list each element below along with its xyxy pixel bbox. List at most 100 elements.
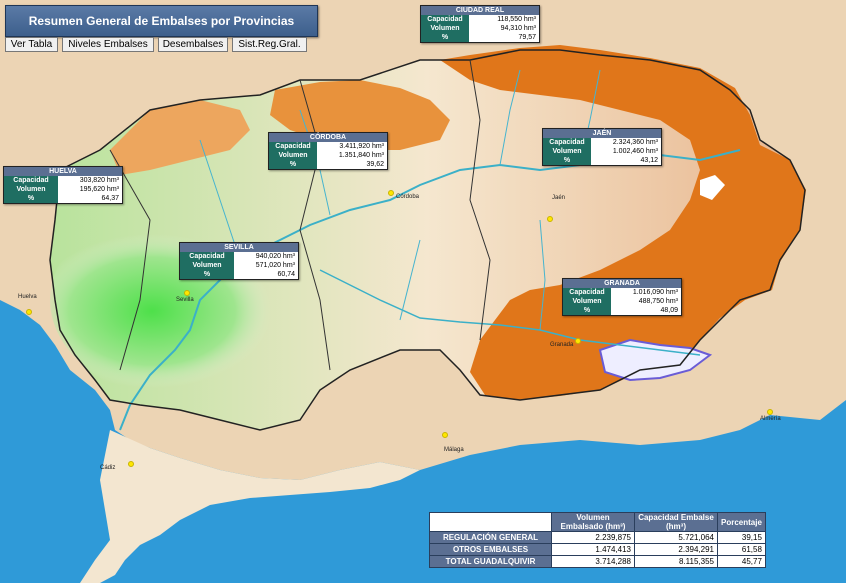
panel-granada[interactable]: GRANADA Capacidad 1.016,090 hm³ Volumen 48… (562, 278, 682, 316)
capacidad-value: 118,550 hm³ (497, 16, 536, 23)
city-marker-granada[interactable] (575, 338, 581, 344)
city-marker-almeria[interactable] (767, 409, 773, 415)
panel-title: HUELVA (4, 167, 122, 176)
snow-patches (700, 175, 725, 200)
province-border-2 (469, 59, 491, 341)
row-volumen: 1.474,413 (551, 543, 635, 556)
summary-header-row: Volumen Embalsado (hm³) Capacidad Embals… (429, 512, 766, 532)
row-capacidad: 5.721,064 (634, 531, 718, 544)
row-capacidad: 2.394,291 (634, 543, 718, 556)
tributary-north-3 (299, 109, 331, 216)
volumen-value: 1.351,840 hm³ (338, 152, 384, 159)
summary-header-capacidad: Capacidad Embalse (hm³) (634, 512, 718, 532)
city-label-huelva: Huelva (18, 294, 37, 300)
coast-strip-south (80, 430, 420, 583)
row-label: REGULACIÓN GENERAL (429, 531, 552, 544)
city-marker-malaga[interactable] (442, 432, 448, 438)
capacidad-value: 303,820 hm³ (79, 177, 119, 184)
volumen-label: Volumen (421, 24, 469, 33)
row-porcentaje: 61,58 (717, 543, 766, 556)
tributary-north-1 (499, 69, 521, 166)
province-border-3 (299, 79, 331, 371)
panel-title: CIUDAD REAL (421, 6, 539, 15)
city-label-almeria: Almería (760, 416, 781, 422)
tributary-north-4 (199, 139, 241, 261)
volumen-value: 1.002,460 hm³ (612, 148, 658, 155)
capacidad-label: Capacidad (4, 176, 58, 185)
volumen-value: 195,620 hm³ (79, 186, 119, 193)
volumen-value: 488,750 hm³ (638, 298, 678, 305)
summary-header-porcentaje: Porcentaje (717, 512, 766, 532)
capacidad-label: Capacidad (269, 142, 317, 151)
genil-river (319, 269, 701, 356)
volumen-value: 571,020 hm³ (255, 262, 295, 269)
row-volumen: 3.714,288 (551, 555, 635, 568)
city-label-malaga: Málaga (444, 447, 464, 453)
tributary-south-2 (399, 239, 421, 321)
volumen-label: Volumen (563, 297, 611, 306)
city-marker-sevilla[interactable] (184, 290, 190, 296)
capacidad-label: Capacidad (180, 252, 234, 261)
porcentaje-value: 48,09 (660, 307, 678, 314)
porcentaje-label: % (543, 156, 591, 165)
volumen-label: Volumen (180, 261, 234, 270)
page-title: Resumen General de Embalses por Provinci… (5, 5, 318, 37)
panel-huelva[interactable]: HUELVA Capacidad 303,820 hm³ Volumen 195,6… (3, 166, 123, 204)
porcentaje-value: 79,57 (518, 34, 536, 41)
city-marker-cadiz[interactable] (128, 461, 134, 467)
panel-ciudad-real[interactable]: CIUDAD REAL Capacidad 118,550 hm³ Volumen… (420, 5, 540, 43)
porcentaje-value: 39,62 (366, 161, 384, 168)
row-capacidad: 8.115,355 (634, 555, 718, 568)
city-marker-huelva[interactable] (26, 309, 32, 315)
city-marker-cordoba[interactable] (388, 190, 394, 196)
desembalses-button[interactable]: Desembalses (158, 37, 228, 52)
niveles-embalses-button[interactable]: Niveles Embalses (62, 37, 154, 52)
orange-highland-east (440, 45, 806, 400)
table-row: OTROS EMBALSES 1.474,413 2.394,291 61,58 (429, 543, 766, 556)
porcentaje-label: % (269, 160, 317, 169)
city-label-sevilla: Sevilla (176, 297, 194, 303)
city-label-cordoba: Córdoba (396, 194, 420, 200)
panel-title: SEVILLA (180, 243, 298, 252)
porcentaje-label: % (4, 194, 58, 203)
panel-title: CÓRDOBA (269, 133, 387, 142)
porcentaje-value: 64,37 (101, 195, 119, 202)
volumen-label: Volumen (269, 151, 317, 160)
ver-tabla-button[interactable]: Ver Tabla (5, 37, 58, 52)
sist-reg-gral-button[interactable]: Sist.Reg.Gral. (232, 37, 307, 52)
city-marker-jaen[interactable] (547, 216, 553, 222)
row-porcentaje: 45,77 (717, 555, 766, 568)
volumen-value: 94,310 hm³ (500, 25, 536, 32)
porcentaje-label: % (180, 270, 234, 279)
table-row: REGULACIÓN GENERAL 2.239,875 5.721,064 3… (429, 531, 766, 544)
capacidad-value: 2.324,360 hm³ (612, 139, 658, 146)
capacidad-label: Capacidad (543, 138, 591, 147)
capacidad-label: Capacidad (421, 15, 469, 24)
tributary-south-1 (539, 219, 546, 331)
panel-title: GRANADA (563, 279, 681, 288)
summary-header-volumen: Volumen Embalsado (hm³) (551, 512, 635, 532)
summary-table: Volumen Embalsado (hm³) Capacidad Embals… (429, 512, 766, 568)
panel-jaen[interactable]: JAÉN Capacidad 2.324,360 hm³ Volumen 1.002… (542, 128, 662, 166)
panel-sevilla[interactable]: SEVILLA Capacidad 940,020 hm³ Volumen 571,… (179, 242, 299, 280)
row-volumen: 2.239,875 (551, 531, 635, 544)
capacidad-value: 940,020 hm³ (255, 253, 295, 260)
panel-title: JAÉN (543, 129, 661, 138)
city-label-cadiz: Cádiz (100, 465, 116, 471)
capacidad-value: 1.016,090 hm³ (632, 289, 678, 296)
porcentaje-label: % (421, 33, 469, 42)
sierra-nevada-snow (598, 338, 713, 382)
porcentaje-value: 60,74 (277, 271, 295, 278)
row-label: TOTAL GUADALQUIVIR (429, 555, 552, 568)
capacidad-label: Capacidad (563, 288, 611, 297)
panel-cordoba[interactable]: CÓRDOBA Capacidad 3.411,920 hm³ Volumen 1.… (268, 132, 388, 170)
city-label-granada: Granada (550, 342, 574, 348)
city-label-jaen: Jaén (552, 195, 566, 201)
table-row: TOTAL GUADALQUIVIR 3.714,288 8.115,355 4… (429, 555, 766, 568)
summary-corner-cell (429, 512, 552, 532)
row-label: OTROS EMBALSES (429, 543, 552, 556)
guadalquivir-lowland (50, 190, 390, 410)
porcentaje-value: 43,12 (640, 157, 658, 164)
orange-highland-northwest (110, 100, 250, 175)
